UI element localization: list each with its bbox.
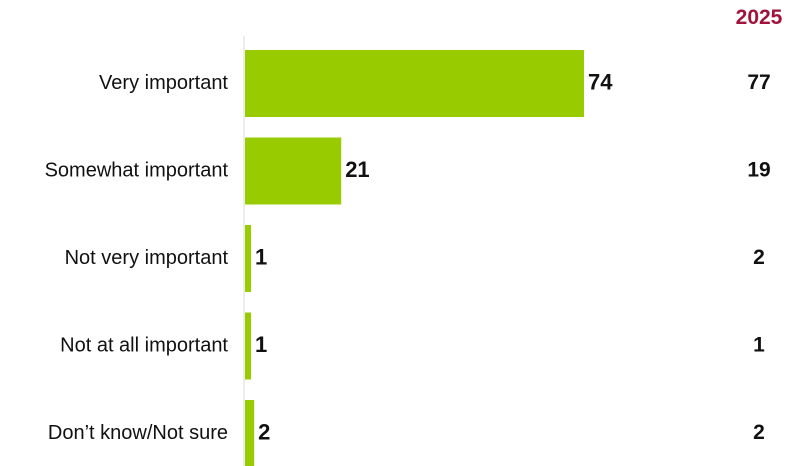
category-label-don-t-know-not-sure: Don’t know/Not sure bbox=[48, 422, 228, 444]
value-labels: 74 21 1 1 2 bbox=[255, 69, 613, 444]
comparison-labels: 77 19 2 1 2 bbox=[747, 71, 770, 444]
value-label-not-very-important: 1 bbox=[255, 244, 267, 269]
bar-somewhat-important bbox=[245, 137, 342, 205]
category-label-not-very-important: Not very important bbox=[65, 247, 229, 269]
bar-not-very-important bbox=[245, 225, 251, 292]
value-label-not-at-all-important: 1 bbox=[255, 332, 267, 357]
category-label-not-at-all-important: Not at all important bbox=[60, 334, 228, 356]
value-label-don-t-know-not-sure: 2 bbox=[258, 419, 270, 444]
category-labels: Very important Somewhat important Not very… bbox=[45, 72, 229, 444]
bars-group bbox=[245, 50, 584, 466]
comparison-year-header: 2025 bbox=[736, 6, 783, 29]
comparison-value-very-important: 77 bbox=[747, 71, 770, 94]
bar-very-important bbox=[245, 50, 584, 117]
value-label-somewhat-important: 21 bbox=[345, 157, 369, 182]
comparison-value-somewhat-important: 19 bbox=[747, 159, 770, 182]
value-label-very-important: 74 bbox=[588, 69, 613, 94]
comparison-value-not-at-all-important: 1 bbox=[753, 334, 765, 357]
comparison-value-don-t-know-not-sure: 2 bbox=[753, 421, 765, 444]
category-label-somewhat-important: Somewhat important bbox=[45, 159, 229, 181]
comparison-value-not-very-important: 2 bbox=[753, 246, 765, 269]
bar-not-at-all-important bbox=[245, 312, 251, 380]
category-label-very-important: Very important bbox=[99, 72, 228, 94]
bar-don-t-know-not-sure bbox=[245, 400, 255, 466]
